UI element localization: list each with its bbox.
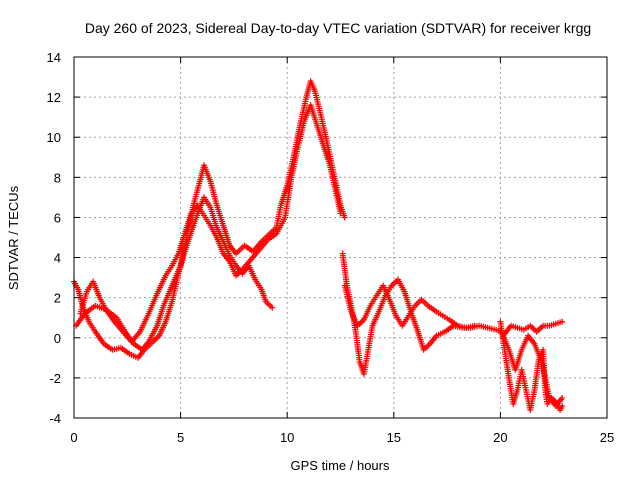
y-axis-label: SDTVAR / TECUs	[6, 185, 21, 290]
y-tick-label: 14	[47, 50, 61, 65]
series-arc-3	[77, 102, 344, 345]
plot-frame	[73, 56, 608, 419]
x-axis-label: GPS time / hours	[291, 458, 390, 473]
data-point	[269, 304, 276, 311]
y-tick-label: 10	[47, 130, 61, 145]
chart-title: Day 260 of 2023, Sidereal Day-to-day VTE…	[85, 20, 591, 36]
series-arc-5	[341, 282, 478, 331]
y-tick-label: -2	[49, 371, 61, 386]
x-tick-label: 15	[387, 430, 401, 445]
y-tick-label: 6	[54, 210, 61, 225]
y-tick-labels: -4 -2 0 2 4 6 8 10 12 14	[47, 50, 61, 426]
data-point	[337, 210, 344, 217]
x-tick-label: 0	[70, 430, 77, 445]
data-point	[471, 322, 478, 329]
series-arc-4	[339, 250, 566, 377]
data-point	[341, 214, 348, 221]
data-point	[559, 394, 566, 401]
y-tick-label: -4	[49, 411, 61, 426]
y-tick-label: 2	[54, 291, 61, 306]
grid-lines	[74, 57, 607, 418]
y-tick-label: 12	[47, 90, 61, 105]
y-tick-label: 0	[54, 331, 61, 346]
x-tick-labels: 0 5 10 15 20 25	[70, 430, 614, 445]
data-point	[559, 318, 566, 325]
axis-ticks	[73, 56, 608, 419]
x-tick-label: 20	[493, 430, 507, 445]
data-point	[559, 402, 566, 409]
x-tick-label: 5	[177, 430, 184, 445]
y-tick-label: 8	[54, 170, 61, 185]
series-arc-7	[499, 330, 566, 409]
y-tick-label: 4	[54, 251, 61, 266]
x-tick-label: 10	[280, 430, 294, 445]
data-markers	[71, 78, 566, 413]
x-tick-label: 25	[600, 430, 614, 445]
